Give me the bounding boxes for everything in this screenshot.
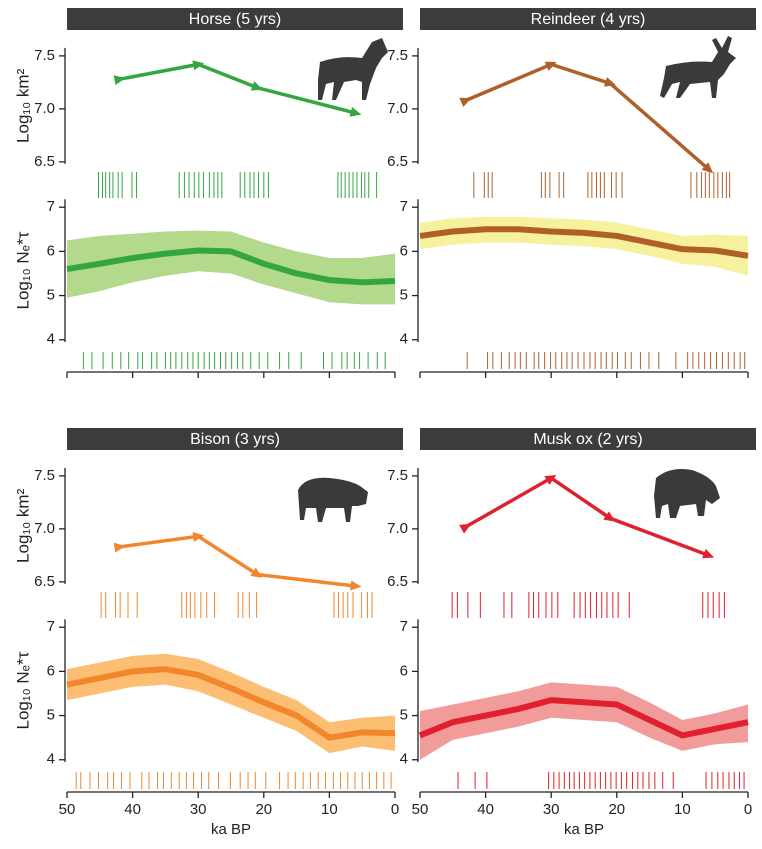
y-tick-label: 7 (47, 198, 55, 215)
point-marker (459, 523, 472, 534)
point-marker (349, 107, 362, 117)
y-axis-label: Log₁₀ km² (13, 488, 32, 563)
x-tick-label: 20 (255, 801, 272, 818)
range-line (465, 475, 710, 558)
x-tick-label: 50 (412, 801, 429, 818)
reindeer-icon (660, 36, 736, 98)
point-marker (701, 162, 714, 174)
y-tick-label: 6 (47, 242, 55, 259)
y-tick-label: 6.5 (34, 153, 55, 170)
y-tick-label: 7.0 (34, 100, 55, 117)
y-tick-label: 7.0 (34, 520, 55, 537)
point-marker (113, 542, 126, 553)
x-tick-label: 30 (543, 801, 560, 818)
median-line (418, 697, 749, 739)
x-tick-label: 10 (674, 801, 691, 818)
y-tick-label: 5 (400, 707, 408, 724)
point-marker (192, 532, 205, 542)
title-bar (420, 428, 756, 450)
range-line (119, 62, 357, 115)
median-line (66, 247, 396, 286)
confidence-band (67, 653, 395, 754)
confidence-band (420, 682, 748, 760)
title-bar (67, 428, 403, 450)
median-line (419, 226, 749, 259)
y-tick-label: 6.5 (387, 153, 408, 170)
y-tick-label: 4 (400, 331, 408, 348)
confidence-band (67, 230, 395, 305)
y-tick-label: 4 (400, 751, 408, 768)
title-bar (420, 8, 756, 30)
point-marker (544, 475, 557, 485)
title-bar (67, 8, 403, 30)
y-tick-label: 6 (400, 242, 408, 259)
x-tick-label: 10 (321, 801, 338, 818)
x-tick-label: 50 (59, 801, 76, 818)
muskox-icon (654, 469, 720, 518)
y-tick-label: 7.5 (34, 47, 55, 64)
y-axis-label: Log₁₀ Nₑ*τ (13, 231, 32, 309)
x-tick-label: 0 (744, 801, 752, 818)
point-marker (702, 548, 715, 559)
horse-icon (318, 38, 388, 100)
range-line (465, 62, 710, 171)
y-tick-label: 7.5 (34, 467, 55, 484)
confidence-band (420, 216, 748, 276)
median-line (66, 666, 396, 741)
point-marker (192, 60, 205, 71)
point-marker (459, 97, 472, 107)
panel-title: Horse (5 yrs) (189, 11, 281, 28)
y-tick-label: 4 (47, 751, 55, 768)
y-tick-label: 7.0 (387, 520, 408, 537)
point-marker (544, 61, 557, 71)
panel-title: Musk ox (2 yrs) (533, 431, 642, 448)
y-tick-label: 7.5 (387, 47, 408, 64)
x-tick-label: 40 (124, 801, 141, 818)
x-tick-label: 30 (190, 801, 207, 818)
y-tick-label: 6 (47, 662, 55, 679)
point-marker (113, 75, 126, 86)
x-tick-label: 40 (477, 801, 494, 818)
y-tick-label: 6 (400, 662, 408, 679)
x-axis-label: ka BP (564, 821, 604, 838)
y-tick-label: 4 (47, 331, 55, 348)
y-tick-label: 7 (400, 198, 408, 215)
panel-title: Reindeer (4 yrs) (531, 11, 646, 28)
point-marker (250, 567, 263, 578)
y-tick-label: 5 (47, 707, 55, 724)
bison-icon (298, 477, 368, 522)
y-tick-label: 7.5 (387, 467, 408, 484)
point-marker (350, 580, 362, 591)
x-tick-label: 20 (608, 801, 625, 818)
point-marker (603, 511, 616, 522)
panel-title: Bison (3 yrs) (190, 431, 280, 448)
point-marker (250, 81, 263, 91)
y-tick-label: 6.5 (34, 573, 55, 590)
range-line (119, 534, 356, 588)
y-axis-label: Log₁₀ Nₑ*τ (13, 651, 32, 729)
y-tick-label: 7 (47, 618, 55, 635)
point-marker (603, 77, 616, 87)
y-axis-label: Log₁₀ km² (13, 68, 32, 143)
y-tick-label: 5 (400, 287, 408, 304)
y-tick-label: 6.5 (387, 573, 408, 590)
y-tick-label: 5 (47, 287, 55, 304)
x-tick-label: 0 (391, 801, 399, 818)
x-axis-label: ka BP (211, 821, 251, 838)
y-tick-label: 7.0 (387, 100, 408, 117)
y-tick-label: 7 (400, 618, 408, 635)
